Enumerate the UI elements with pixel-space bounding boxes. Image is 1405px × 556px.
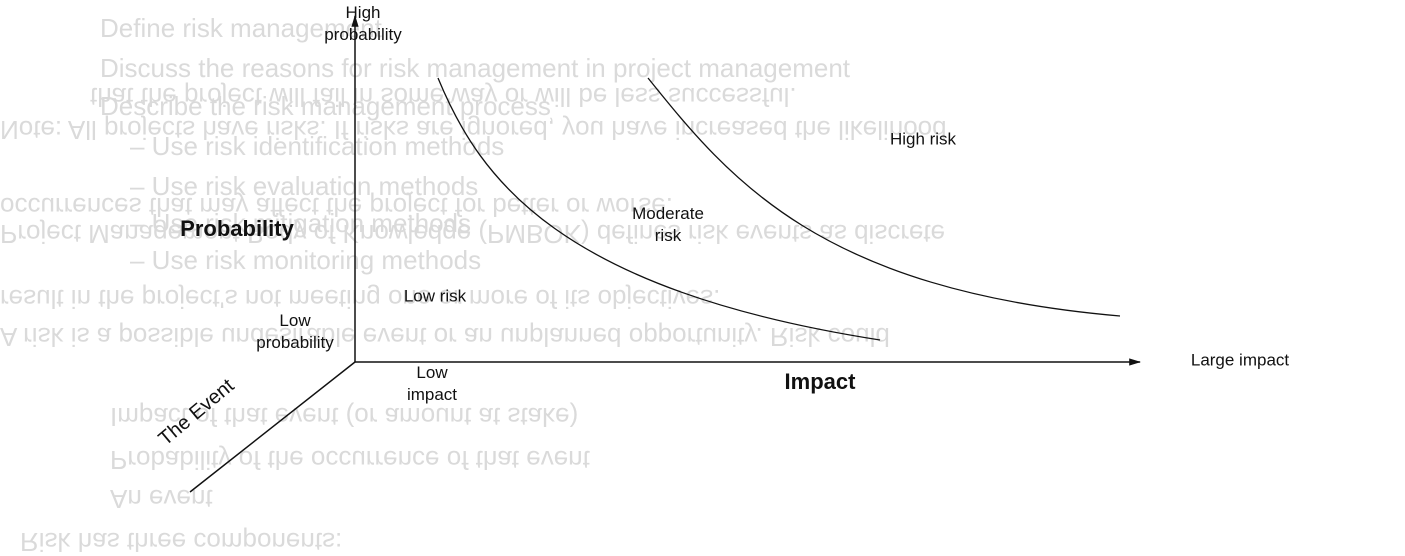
- bleed-through: Define risk management Discuss the reason…: [0, 13, 947, 556]
- bleed-line: Define risk management: [100, 13, 383, 43]
- bleed-line: result in the project's not meeting one …: [0, 284, 720, 314]
- bleed-line: A risk is a possible undesirable event o…: [0, 322, 890, 352]
- axis-label: Large impact: [1191, 350, 1290, 369]
- bleed-line: Describe the risk management process: [100, 91, 551, 121]
- axis-label: Low probability: [256, 311, 334, 352]
- region-label: Moderate risk: [632, 204, 704, 245]
- bleed-line: Probability of the occurrence of that ev…: [110, 445, 591, 475]
- bleed-line: Note: All projects have risks. If risks …: [0, 115, 947, 145]
- bleed-line: Discuss the reasons for risk management …: [100, 53, 851, 83]
- bleed-line: – Use risk monitoring methods: [130, 245, 481, 275]
- event-axis: [189, 361, 356, 493]
- risk-curve: [437, 77, 881, 341]
- bleed-line: – Use risk evaluation methods: [130, 171, 478, 201]
- axis-title: Probability: [180, 216, 294, 241]
- bleed-line: – Use risk mitigation methods: [130, 208, 471, 238]
- bleed-line: – Use risk identification methods: [130, 131, 504, 161]
- region-label: High risk: [890, 129, 957, 148]
- risk-curve: [647, 77, 1121, 317]
- bleed-line: occurrences that may affect the project …: [0, 192, 673, 222]
- bleed-line: Project Management Body of Knowledge (PM…: [0, 219, 945, 249]
- labels: High probability Probability Low probability…: [155, 3, 1290, 450]
- bleed-line: Risk has three components:: [20, 527, 342, 556]
- bleed-line: Impact of that event (or amount at stake…: [110, 402, 578, 432]
- region-label: Low risk: [404, 286, 467, 305]
- axis-label: High probability: [324, 3, 402, 44]
- bleed-line: An event: [110, 484, 213, 514]
- axis-label: Low impact: [407, 363, 457, 404]
- bleed-line: that the project will fail in some way o…: [90, 82, 797, 112]
- axis-title: Impact: [785, 369, 857, 394]
